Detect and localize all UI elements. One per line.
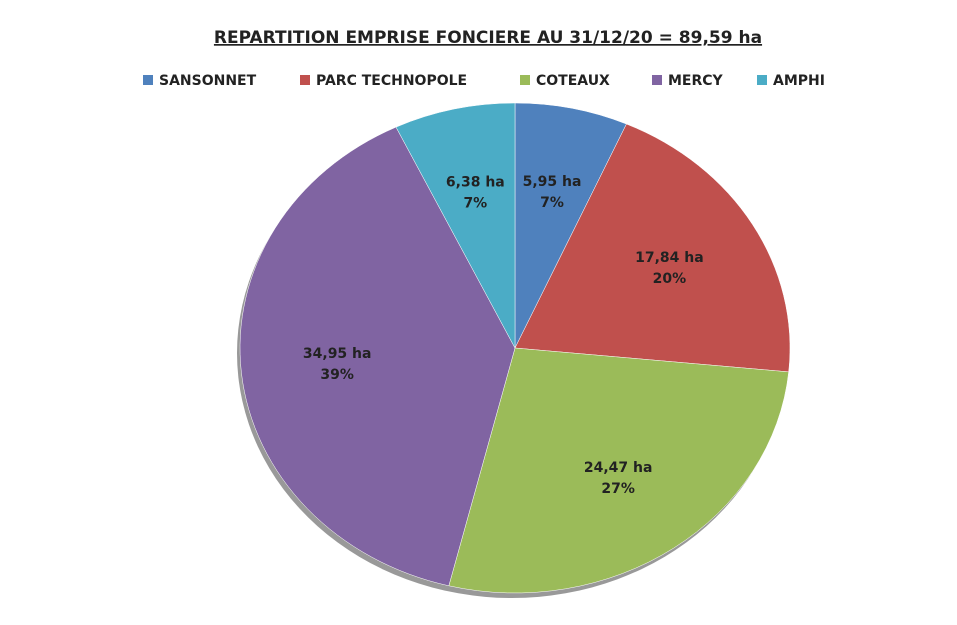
slice-value-label: 34,95 ha [303, 346, 372, 362]
slice-value-label: 5,95 ha [523, 174, 582, 190]
legend-swatch [143, 75, 153, 85]
chart-title: REPARTITION EMPRISE FONCIERE AU 31/12/20… [214, 28, 762, 48]
legend-label: MERCY [668, 73, 724, 89]
slice-value-label: 17,84 ha [635, 250, 704, 266]
slice-value-label: 6,38 ha [446, 175, 505, 191]
slice-percent-label: 20% [653, 271, 687, 287]
pie-slice [514, 123, 791, 373]
legend-label: SANSONNET [159, 73, 257, 89]
legend-swatch [300, 75, 310, 85]
pie-slice [395, 102, 516, 349]
slice-value-label: 24,47 ha [584, 460, 653, 476]
legend-swatch [652, 75, 662, 85]
slice-percent-label: 7% [540, 195, 564, 211]
legend-swatch [757, 75, 767, 85]
pie-slice [448, 347, 789, 594]
pie-slice [514, 102, 627, 349]
legend-label: COTEAUX [536, 73, 610, 89]
legend-swatch [520, 75, 530, 85]
legend-label: AMPHI [773, 73, 825, 89]
slice-percent-label: 7% [463, 196, 487, 212]
slice-percent-label: 27% [601, 481, 635, 497]
pie-slice [239, 126, 516, 587]
slice-percent-label: 39% [320, 367, 354, 383]
legend-label: PARC TECHNOPOLE [316, 73, 467, 89]
